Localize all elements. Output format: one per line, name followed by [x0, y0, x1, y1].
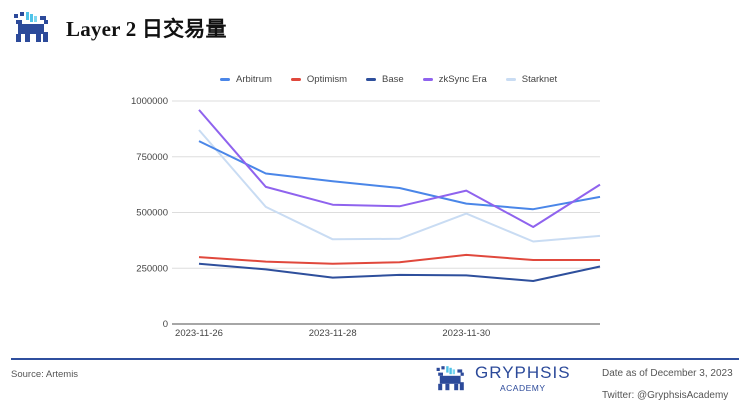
date-note: Date as of December 3, 2023	[602, 368, 733, 379]
legend-label: Starknet	[521, 74, 558, 85]
legend-swatch	[422, 78, 433, 81]
x-tick-label: 2023-11-30	[442, 328, 490, 339]
legend-label: zkSync Era	[438, 74, 487, 85]
legend-swatch	[290, 78, 301, 81]
x-tick-label: 2023-11-28	[309, 328, 357, 339]
legend-item-zksync-era[interactable]: zkSync Era	[422, 74, 487, 85]
brand-subtitle: ACADEMY	[500, 383, 546, 393]
legend-item-optimism[interactable]: Optimism	[290, 74, 348, 85]
twitter-handle: Twitter: @GryphsisAcademy	[602, 390, 729, 401]
y-tick-label: 250000	[136, 263, 168, 274]
series-line-base[interactable]	[198, 262, 601, 282]
legend-item-arbitrum[interactable]: Arbitrum	[220, 74, 272, 85]
y-tick-label: 1000000	[131, 96, 168, 107]
chart-series-lines	[198, 109, 601, 282]
source-note: Source: Artemis	[11, 369, 79, 380]
gryphsis-logo-icon	[14, 12, 48, 42]
series-line-arbitrum[interactable]	[198, 140, 601, 211]
brand-logo: GRYPHSIS ACADEMY	[435, 364, 571, 394]
y-tick-label: 750000	[136, 152, 168, 163]
series-line-starknet[interactable]	[198, 129, 601, 243]
legend-swatch	[220, 78, 230, 81]
series-line-optimism[interactable]	[198, 253, 600, 265]
y-tick-label: 500000	[136, 208, 168, 219]
x-tick-label: 2023-11-26	[175, 328, 223, 339]
series-line-zksync-era[interactable]	[198, 109, 601, 228]
legend-label: Optimism	[306, 74, 348, 85]
footer-divider	[11, 358, 739, 360]
legend-label: Base	[382, 74, 404, 85]
chart-gridlines	[172, 100, 600, 325]
legend-swatch	[366, 78, 377, 81]
brand-name: GRYPHSIS	[475, 363, 571, 382]
legend-item-base[interactable]: Base	[366, 74, 404, 85]
y-axis-labels: 0 250000 500000 750000 1000000	[131, 96, 168, 330]
chart-legend: Arbitrum Optimism Base zkSync Era Starkn…	[220, 74, 576, 85]
page-title: Layer 2 日交易量	[66, 17, 227, 41]
legend-swatch	[505, 78, 516, 81]
x-axis-labels: 2023-11-26 2023-11-28 2023-11-30	[175, 328, 490, 339]
gryphsis-logo-icon	[436, 366, 464, 391]
header: Layer 2 日交易量	[12, 8, 227, 48]
legend-item-starknet[interactable]: Starknet	[505, 74, 558, 85]
y-tick-label: 0	[163, 319, 168, 330]
legend-label: Arbitrum	[236, 74, 272, 85]
